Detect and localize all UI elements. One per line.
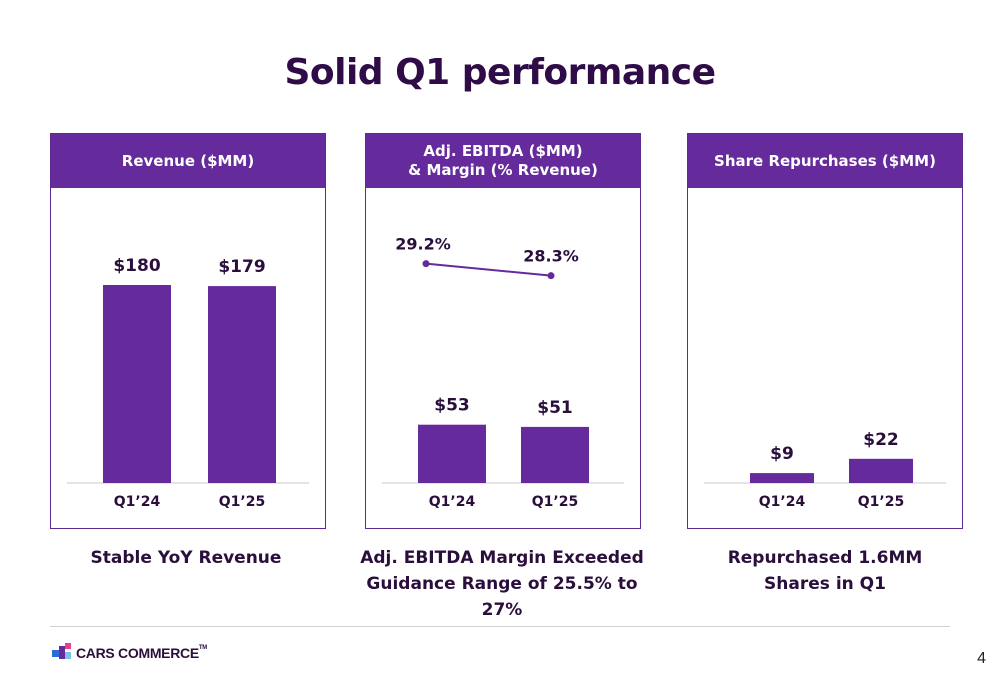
- repurchase-chart: $9 Q1’24 $22 Q1’25: [704, 430, 946, 510]
- revenue-panel: Revenue ($MM) $180 Q1’24 $179 Q1’25: [50, 133, 326, 529]
- bar-1: [750, 473, 814, 483]
- x-tick-label-2: Q1’25: [219, 494, 265, 510]
- revenue-caption: Stable YoY Revenue: [36, 545, 336, 571]
- bar-1: [103, 285, 171, 483]
- repurchase-caption-line2: Shares in Q1: [764, 574, 886, 594]
- bar-2: [849, 458, 913, 483]
- x-tick-label-2: Q1’25: [858, 494, 904, 510]
- repurchase-caption-line1: Repurchased 1.6MM: [727, 548, 923, 568]
- ebitda-header-line2: & Margin (% Revenue): [408, 161, 598, 179]
- ebitda-panel: Adj. EBITDA ($MM) & Margin (% Revenue) $…: [365, 133, 641, 529]
- x-tick-label-1: Q1’24: [429, 494, 476, 510]
- repurchase-caption: Repurchased 1.6MM Shares in Q1: [675, 545, 975, 597]
- bar-value-label-2: $179: [218, 257, 265, 277]
- bar-2: [521, 426, 589, 483]
- ebitda-caption-line1: Adj. EBITDA Margin Exceeded: [360, 548, 644, 568]
- repurchase-panel: Share Repurchases ($MM) $9 Q1’24 $22 Q1’25: [687, 133, 963, 529]
- cars-commerce-logo: CARS COMMERCETM: [52, 643, 207, 663]
- ebitda-chart: $53 Q1’24 $51 Q1’25 29.2% 28.3%: [382, 235, 624, 510]
- margin-line: [425, 262, 552, 277]
- margin-point-1: [422, 260, 430, 268]
- logo-text: CARS COMMERCETM: [76, 645, 207, 661]
- revenue-chart: $180 Q1’24 $179 Q1’25: [67, 256, 309, 510]
- repurchase-header-line1: Share Repurchases ($MM): [714, 151, 936, 170]
- revenue-caption-line1: Stable YoY Revenue: [90, 548, 282, 568]
- margin-label-2: 28.3%: [523, 247, 579, 266]
- bar-value-label-1: $180: [113, 256, 160, 276]
- ebitda-caption: Adj. EBITDA Margin Exceeded Guidance Ran…: [347, 545, 657, 623]
- ebitda-header-line1: Adj. EBITDA ($MM): [423, 142, 583, 160]
- x-tick-label-2: Q1’25: [532, 494, 578, 510]
- bar-1: [418, 424, 486, 483]
- page-title: Solid Q1 performance: [284, 52, 716, 93]
- bar-value-label-2: $51: [537, 398, 573, 418]
- revenue-header-line1: Revenue ($MM): [121, 151, 255, 170]
- bar-value-label-1: $9: [770, 444, 794, 464]
- x-tick-label-1: Q1’24: [114, 494, 161, 510]
- revenue-panel-header: Revenue ($MM): [51, 134, 325, 188]
- cars-commerce-logo-mark-icon: [52, 643, 72, 663]
- ebitda-panel-header: Adj. EBITDA ($MM) & Margin (% Revenue): [366, 134, 640, 188]
- margin-point-2: [547, 272, 555, 280]
- bar-2: [208, 286, 276, 483]
- bar-value-label-2: $22: [863, 430, 899, 450]
- bar-value-label-1: $53: [434, 396, 470, 416]
- ebitda-caption-line2: Guidance Range of 25.5% to 27%: [366, 574, 638, 620]
- margin-label-1: 29.2%: [395, 235, 451, 254]
- page-number: 4: [977, 650, 986, 667]
- x-tick-label-1: Q1’24: [759, 494, 806, 510]
- footer-divider: [50, 626, 950, 627]
- repurchase-panel-header: Share Repurchases ($MM): [688, 134, 962, 188]
